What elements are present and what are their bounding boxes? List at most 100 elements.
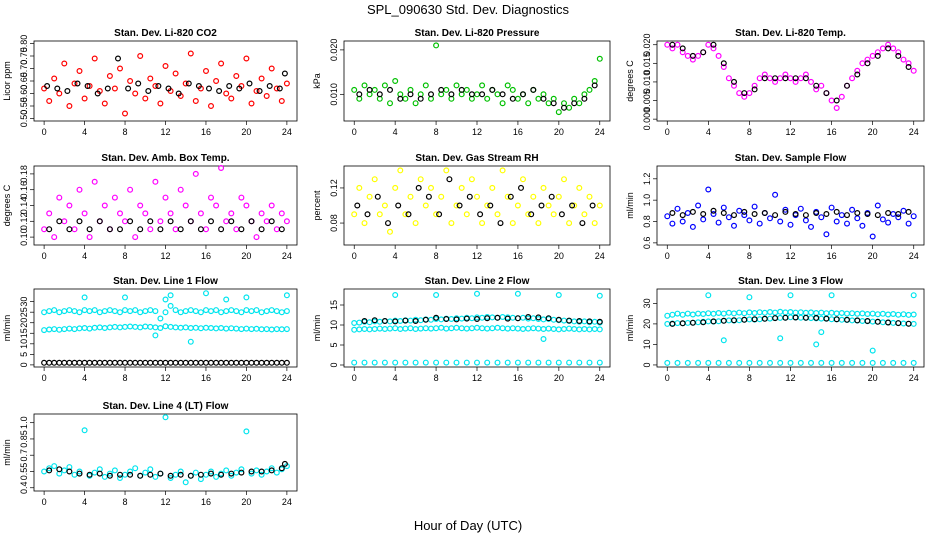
- data-point: [741, 90, 748, 97]
- data-point: [869, 318, 876, 325]
- x-tick-label: 8: [123, 373, 128, 383]
- data-point: [756, 309, 763, 316]
- data-point: [238, 194, 245, 201]
- data-point: [258, 326, 265, 333]
- data-point: [66, 325, 73, 332]
- data-point: [581, 211, 588, 218]
- data-point: [700, 311, 707, 318]
- data-point: [874, 212, 881, 219]
- data-point: [885, 45, 892, 52]
- data-point: [208, 468, 215, 475]
- data-point: [540, 326, 547, 333]
- data-point: [268, 218, 275, 225]
- data-point: [854, 210, 861, 217]
- plot-frame: [656, 165, 925, 246]
- data-point: [581, 95, 588, 102]
- x-tick-label: 8: [747, 127, 752, 137]
- data-point: [91, 55, 98, 62]
- data-point: [560, 317, 567, 324]
- data-point: [258, 75, 265, 82]
- data-point: [248, 468, 255, 475]
- data-point: [859, 60, 866, 67]
- data-point: [152, 324, 159, 331]
- y-tick-label: 0.80: [19, 35, 29, 53]
- data-point: [895, 49, 902, 56]
- data-point: [555, 109, 562, 116]
- y-tick-label: 10: [642, 339, 652, 349]
- data-point: [155, 82, 162, 89]
- data-point: [142, 469, 149, 476]
- data-point: [453, 316, 460, 323]
- panel-10: Stan. Dev. Line 4 (LT) Flow 0 4 8 12 16 20 24 0.…: [2, 401, 298, 507]
- data-point: [540, 336, 547, 343]
- data-point: [489, 86, 496, 93]
- data-point: [823, 231, 830, 238]
- data-point: [121, 323, 128, 330]
- y-tick-label: 20: [642, 319, 652, 329]
- data-point: [51, 234, 58, 241]
- data-point: [361, 318, 368, 325]
- data-point: [890, 311, 897, 318]
- data-point: [397, 326, 404, 333]
- data-point: [51, 326, 58, 333]
- data-point: [41, 226, 48, 233]
- data-point: [402, 95, 409, 102]
- data-point: [548, 193, 555, 200]
- data-point: [838, 316, 845, 323]
- data-point: [787, 359, 794, 366]
- data-point: [91, 359, 98, 366]
- data-point: [208, 325, 215, 332]
- data-point: [705, 359, 712, 366]
- data-point: [684, 319, 691, 326]
- data-point: [885, 311, 892, 318]
- data-point: [854, 317, 861, 324]
- data-point: [223, 296, 230, 303]
- series-1: [664, 308, 917, 319]
- data-point: [905, 60, 912, 67]
- data-point: [838, 93, 845, 100]
- data-point: [81, 325, 88, 332]
- data-point: [854, 215, 861, 222]
- data-point: [137, 226, 144, 233]
- data-point: [228, 218, 235, 225]
- data-point: [76, 359, 83, 366]
- data-point: [761, 75, 768, 82]
- data-point: [127, 471, 134, 478]
- data-point: [664, 41, 671, 48]
- data-point: [116, 359, 123, 366]
- data-point: [127, 468, 134, 475]
- data-point: [730, 78, 737, 85]
- data-point: [203, 290, 210, 297]
- data-point: [111, 467, 118, 474]
- data-point: [751, 203, 758, 210]
- panel-3: Stan. Dev. Li-820 Temp.0 4 8 12 16 20 240.0000…: [625, 28, 925, 137]
- data-point: [268, 465, 275, 472]
- data-point: [273, 308, 280, 315]
- data-point: [392, 359, 399, 366]
- data-point: [494, 359, 501, 366]
- data-point: [484, 359, 491, 366]
- data-point: [278, 309, 285, 316]
- data-point: [823, 211, 830, 218]
- data-point: [689, 223, 696, 230]
- data-point: [392, 77, 399, 84]
- data-point: [121, 471, 128, 478]
- data-point: [208, 194, 215, 201]
- data-point: [116, 65, 123, 72]
- panel-title: Stan. Dev. Li-820 Temp.: [735, 28, 846, 39]
- data-point: [157, 325, 164, 332]
- x-tick-label: 24: [595, 127, 605, 137]
- data-point: [792, 211, 799, 218]
- data-point: [106, 472, 113, 479]
- data-point: [192, 308, 199, 315]
- data-point: [425, 193, 432, 200]
- x-tick-label: 4: [82, 497, 87, 507]
- data-point: [802, 217, 809, 224]
- data-point: [782, 75, 789, 82]
- y-tick-label: 1.0: [642, 194, 652, 207]
- data-point: [208, 359, 215, 366]
- x-tick-label: 0: [42, 497, 47, 507]
- x-tick-label: 12: [472, 251, 482, 261]
- data-point: [356, 326, 363, 333]
